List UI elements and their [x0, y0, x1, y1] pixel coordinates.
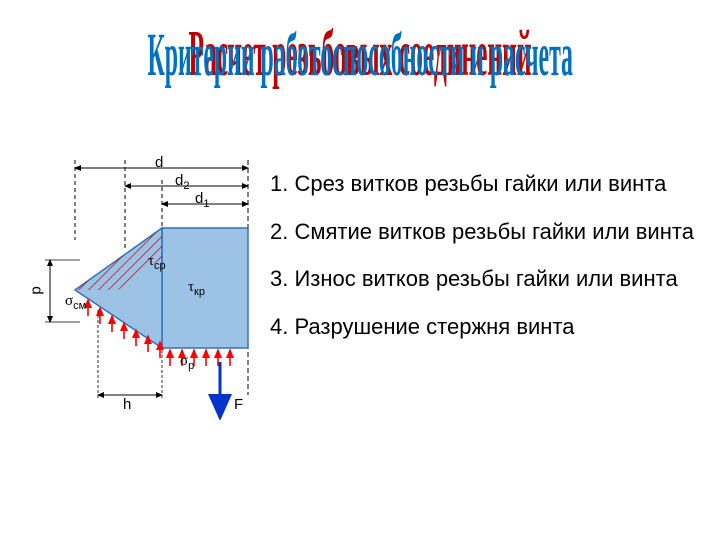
- list-item: 4. Разрушение стержня винта: [270, 313, 710, 341]
- sigma-cm-sub: см: [73, 300, 86, 312]
- thread-svg: [20, 160, 255, 420]
- sigma-p-sym: σ: [180, 353, 188, 369]
- tau-kp-sub: кр: [194, 286, 205, 298]
- list-item: 1. Срез витков резьбы гайки или винта: [270, 170, 710, 198]
- dim-F: F: [234, 396, 243, 413]
- sigma-p-sub: р: [188, 360, 194, 372]
- dim-d1-sub: 1: [203, 198, 209, 210]
- sigma-p: σр: [180, 352, 194, 372]
- tau-cp: τср: [148, 252, 166, 272]
- dim-d2-sub: 2: [183, 180, 189, 192]
- title-front: Критерии работоспособности и расчета: [147, 22, 572, 92]
- sigma-cm-sym: σ: [65, 293, 73, 309]
- dim-d2: d2: [175, 172, 189, 192]
- dim-h: h: [123, 396, 131, 413]
- dim-d: d: [155, 154, 163, 171]
- dim-p: p: [28, 286, 45, 294]
- criteria-list: 1. Срез витков резьбы гайки или винта 2.…: [270, 170, 710, 360]
- title-block: Расчет резьбовых соединений Критерии раб…: [158, 18, 562, 52]
- tau-cp-sub: ср: [154, 260, 166, 272]
- thread-diagram: d d2 d1 p h F σсм τср τкр σр: [20, 160, 255, 420]
- sigma-cm: σсм: [65, 292, 86, 312]
- tau-kp: τкр: [188, 278, 205, 298]
- list-item: 3. Износ витков резьбы гайки или винта: [270, 265, 710, 293]
- dim-d1: d1: [195, 190, 209, 210]
- list-item: 2. Смятие витков резьбы гайки или винта: [270, 218, 710, 246]
